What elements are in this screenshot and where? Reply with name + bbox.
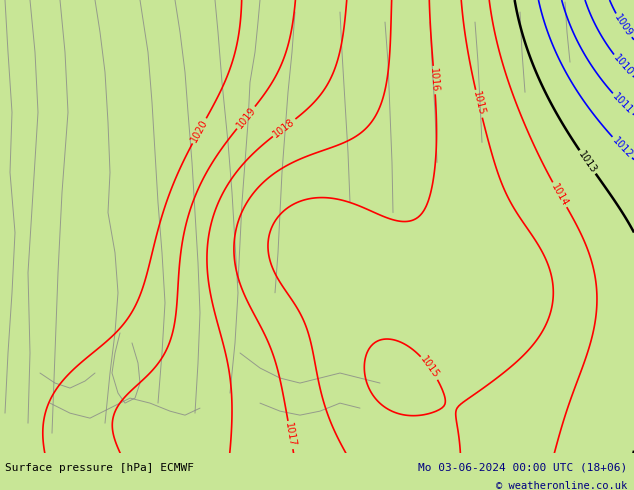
Text: 1009: 1009	[612, 13, 634, 39]
Text: 1014: 1014	[549, 182, 570, 208]
Text: 1016: 1016	[429, 68, 440, 93]
Text: 1013: 1013	[576, 149, 598, 175]
Text: 1018: 1018	[271, 116, 297, 139]
Text: 1011: 1011	[611, 92, 634, 116]
Text: Mo 03-06-2024 00:00 UTC (18+06): Mo 03-06-2024 00:00 UTC (18+06)	[418, 463, 628, 473]
Text: 1012: 1012	[610, 135, 634, 160]
Text: 1019: 1019	[235, 105, 257, 130]
Text: 1015: 1015	[418, 355, 441, 381]
Text: Surface pressure [hPa] ECMWF: Surface pressure [hPa] ECMWF	[5, 463, 194, 473]
Text: 1010: 1010	[611, 53, 634, 78]
Text: © weatheronline.co.uk: © weatheronline.co.uk	[496, 481, 628, 490]
Text: 1017: 1017	[283, 422, 297, 448]
Text: 1015: 1015	[471, 91, 487, 117]
Text: 1020: 1020	[189, 118, 210, 144]
